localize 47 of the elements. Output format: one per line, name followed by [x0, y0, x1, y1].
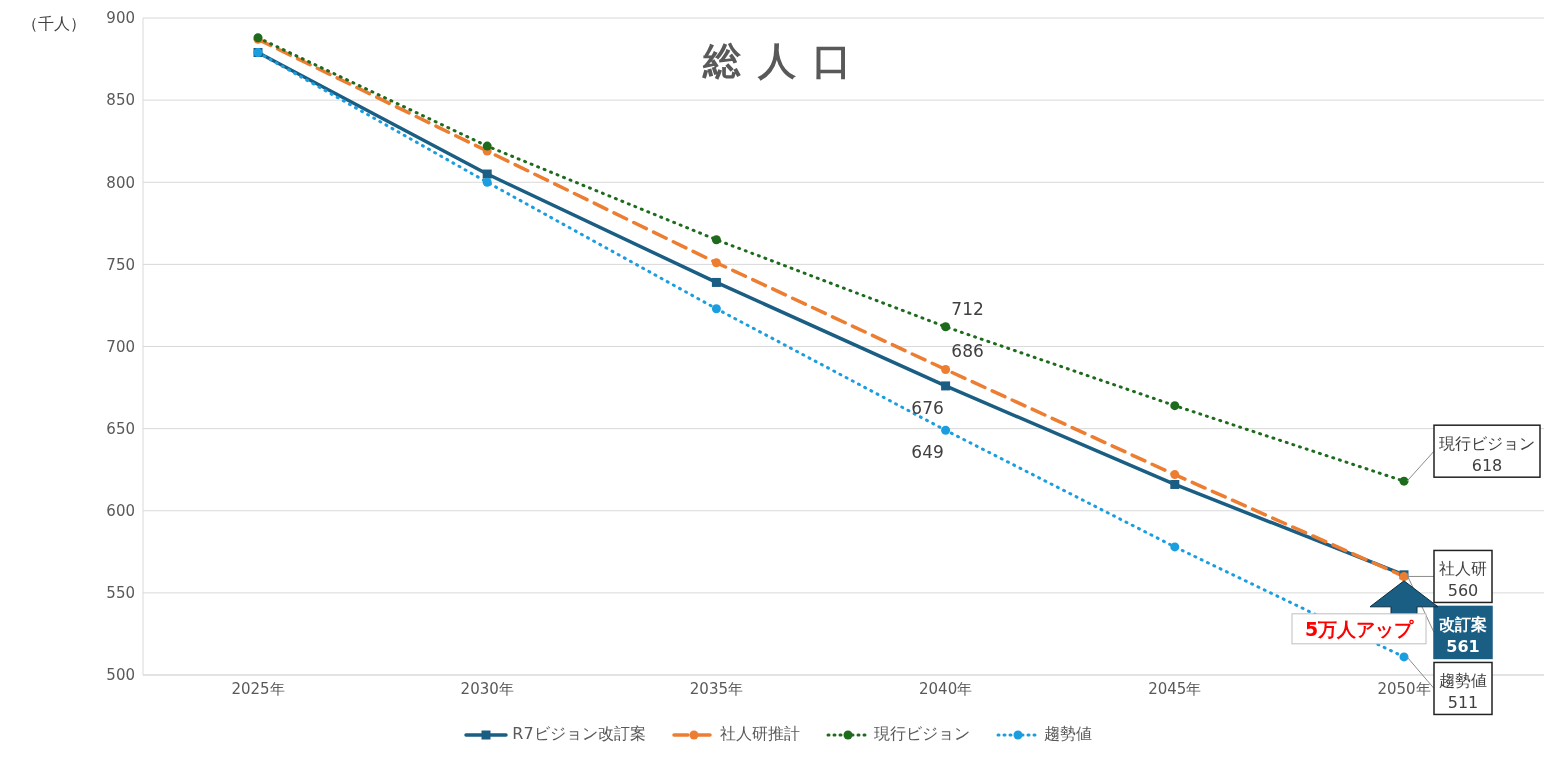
x-tick-label: 2025年: [231, 679, 285, 698]
point: [941, 322, 951, 332]
point: [711, 258, 721, 268]
x-tick-label: 2045年: [1148, 679, 1202, 698]
y-tick-label: 600: [106, 502, 135, 521]
data-label: 社人研 560: [1439, 559, 1487, 601]
legend-label: R7ビジョン改訂案: [512, 724, 646, 745]
y-tick-label: 750: [106, 255, 135, 274]
point: [711, 235, 721, 245]
x-tick-label: 2050年: [1377, 679, 1431, 698]
y-tick-label: 500: [106, 666, 135, 685]
y-tick-label: 650: [106, 419, 135, 438]
point: [482, 169, 492, 179]
point: [482, 177, 492, 187]
x-tick-label: 2030年: [460, 679, 514, 698]
data-label: 現行ビジョン 618: [1439, 434, 1535, 476]
point: [941, 381, 951, 391]
data-label: 趨勢値 511: [1439, 671, 1487, 713]
point: [1399, 476, 1409, 486]
point: [482, 141, 492, 151]
annotation: 5万人アップ: [1304, 617, 1415, 640]
point: [941, 365, 951, 374]
legend-label: 現行ビジョン: [873, 724, 970, 745]
y-tick-label: 700: [106, 337, 135, 356]
y-tick-label: 900: [106, 9, 135, 28]
legend-label: 社人研推計: [719, 724, 800, 745]
data-label: 649: [911, 442, 944, 463]
data-label: 686: [951, 341, 984, 362]
point: [941, 425, 951, 435]
data-label: 712: [951, 298, 984, 319]
point: [1170, 479, 1180, 489]
y-tick-label: 800: [106, 173, 135, 192]
data-label: 676: [911, 397, 944, 418]
point: [711, 304, 721, 314]
point: [711, 277, 721, 287]
text: 総 人 口: [701, 38, 855, 85]
legend-label: 趨勢値: [1043, 724, 1092, 745]
point: [1170, 542, 1180, 552]
point: [1399, 652, 1409, 662]
y-tick-label: 550: [106, 584, 135, 603]
x-tick-label: 2035年: [689, 679, 743, 698]
point: [1170, 401, 1180, 411]
data-label: 改訂案 561: [1439, 615, 1487, 657]
y-tick-label: 850: [106, 91, 135, 110]
y-axis-title: （千人）: [22, 14, 86, 35]
point: [1170, 470, 1180, 480]
x-tick-label: 2040年: [919, 679, 973, 698]
